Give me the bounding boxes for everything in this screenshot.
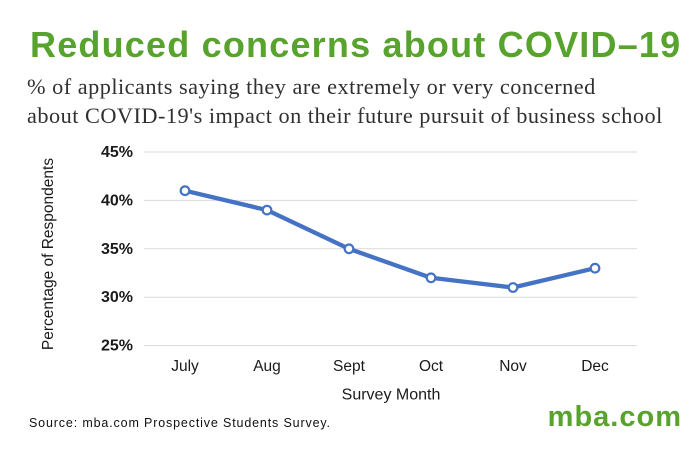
svg-text:July: July bbox=[171, 358, 199, 375]
svg-text:45%: 45% bbox=[101, 144, 133, 161]
svg-text:Aug: Aug bbox=[253, 358, 281, 375]
svg-text:35%: 35% bbox=[101, 241, 133, 258]
svg-text:Nov: Nov bbox=[499, 358, 527, 375]
svg-text:Oct: Oct bbox=[419, 358, 444, 375]
svg-text:25%: 25% bbox=[101, 338, 133, 355]
svg-text:Sept: Sept bbox=[333, 358, 366, 375]
svg-text:Survey Month: Survey Month bbox=[342, 387, 441, 404]
svg-text:Percentage of Respondents: Percentage of Respondents bbox=[40, 158, 57, 350]
svg-text:40%: 40% bbox=[101, 192, 133, 209]
svg-text:Dec: Dec bbox=[581, 358, 609, 375]
svg-text:30%: 30% bbox=[101, 289, 133, 306]
